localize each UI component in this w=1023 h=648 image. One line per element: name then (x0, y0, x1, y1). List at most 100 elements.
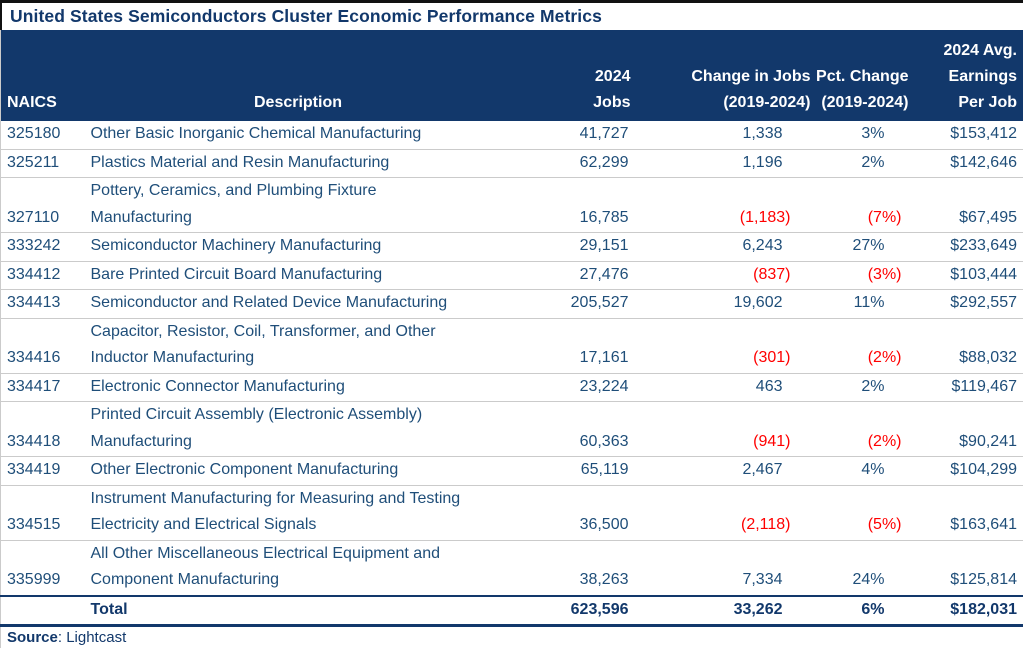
description-cell: Semiconductor Machinery Manufacturing (85, 232, 511, 262)
total-earnings: $182,031 (908, 594, 1023, 627)
page-title: United States Semiconductors Cluster Eco… (10, 6, 602, 26)
change-cell: (941) (630, 401, 811, 457)
pct-cell: (2%) (810, 401, 909, 457)
jobs-cell: 62,299 (510, 149, 631, 178)
earnings-cell: $125,814 (908, 540, 1023, 596)
change-cell: (2,118) (630, 485, 811, 541)
change-cell: 463 (630, 373, 811, 402)
pct-cell: (3%) (810, 261, 909, 290)
description-cell: Printed Circuit Assembly (Electronic Ass… (85, 401, 511, 457)
table-row: 327110 Pottery, Ceramics, and Plumbing F… (0, 177, 1023, 233)
total-row: Total 623,596 33,262 6% $182,031 (0, 594, 1023, 627)
pct-cell: 3% (810, 121, 909, 150)
earnings-cell: $103,444 (908, 261, 1023, 290)
naics-cell: 334417 (0, 373, 86, 402)
jobs-cell: 16,785 (510, 177, 631, 233)
table-row: 334419 Other Electronic Component Manufa… (0, 456, 1023, 486)
description-cell: Instrument Manufacturing for Measuring a… (85, 485, 511, 541)
description-cell: Pottery, Ceramics, and Plumbing Fixture … (85, 177, 511, 233)
earnings-cell: $90,241 (908, 401, 1023, 457)
earnings-cell: $67,495 (908, 177, 1023, 233)
source-label: Source (7, 629, 58, 646)
naics-cell: 334515 (0, 485, 86, 541)
change-cell: 2,467 (630, 456, 811, 486)
header-description: Description (253, 94, 342, 111)
table-row: 334417 Electronic Connector Manufacturin… (0, 373, 1023, 402)
jobs-cell: 36,500 (510, 485, 631, 541)
title-bar: United States Semiconductors Cluster Eco… (0, 0, 1023, 30)
change-cell: (1,183) (630, 177, 811, 233)
description-cell: Electronic Connector Manufacturing (85, 373, 511, 402)
jobs-cell: 27,476 (510, 261, 631, 290)
table-row: 334412 Bare Printed Circuit Board Manufa… (0, 261, 1023, 290)
pct-cell: 2% (810, 373, 909, 402)
source-line: Source: Lightcast (0, 627, 1023, 648)
table-row: 325180 Other Basic Inorganic Chemical Ma… (0, 121, 1023, 150)
pct-cell: 4% (810, 456, 909, 486)
naics-cell: 325211 (0, 149, 86, 178)
earnings-cell: $153,412 (908, 121, 1023, 150)
earnings-cell: $163,641 (908, 485, 1023, 541)
earnings-cell: $104,299 (908, 456, 1023, 486)
jobs-cell: 41,727 (510, 121, 631, 150)
jobs-cell: 60,363 (510, 401, 631, 457)
earnings-cell: $88,032 (908, 318, 1023, 374)
naics-cell: 334412 (0, 261, 86, 290)
pct-cell: (2%) (810, 318, 909, 374)
description-cell: Capacitor, Resistor, Coil, Transformer, … (85, 318, 511, 374)
table-row: 334418 Printed Circuit Assembly (Electro… (0, 401, 1023, 457)
total-label: Total (85, 594, 511, 627)
total-pct: 6% (810, 594, 909, 627)
naics-cell: 335999 (0, 540, 86, 596)
naics-cell: 333242 (0, 232, 86, 262)
table-row: 334515 Instrument Manufacturing for Meas… (0, 485, 1023, 541)
table-body: 325180 Other Basic Inorganic Chemical Ma… (0, 121, 1023, 596)
jobs-cell: 65,119 (510, 456, 631, 486)
description-cell: Other Basic Inorganic Chemical Manufactu… (85, 121, 511, 150)
jobs-cell: 38,263 (510, 540, 631, 596)
header-pct-change: Pct. Change (2019-2024) (816, 68, 909, 111)
change-cell: (301) (630, 318, 811, 374)
table-row: 335999 All Other Miscellaneous Electrica… (0, 540, 1023, 596)
change-cell: 1,338 (630, 121, 811, 150)
naics-cell: 325180 (0, 121, 86, 150)
header-change-in-jobs: Change in Jobs (2019-2024) (691, 68, 811, 111)
jobs-cell: 17,161 (510, 318, 631, 374)
header-2024-jobs: 2024 Jobs (593, 68, 631, 111)
jobs-cell: 23,224 (510, 373, 631, 402)
description-cell: Semiconductor and Related Device Manufac… (85, 289, 511, 319)
pct-cell: 11% (810, 289, 909, 319)
change-cell: 7,334 (630, 540, 811, 596)
pct-cell: (7%) (810, 177, 909, 233)
header-avg-earnings: 2024 Avg. Earnings Per Job (943, 42, 1017, 111)
table-row: 334416 Capacitor, Resistor, Coil, Transf… (0, 318, 1023, 374)
metrics-table: NAICS Description 2024 Jobs Change in Jo… (0, 30, 1023, 627)
description-cell: Bare Printed Circuit Board Manufacturing (85, 261, 511, 290)
naics-cell: 334416 (0, 318, 86, 374)
earnings-cell: $119,467 (908, 373, 1023, 402)
earnings-cell: $142,646 (908, 149, 1023, 178)
total-change: 33,262 (630, 594, 811, 627)
naics-cell: 334413 (0, 289, 86, 319)
table-header: NAICS Description 2024 Jobs Change in Jo… (0, 30, 1023, 121)
change-cell: 19,602 (630, 289, 811, 319)
source-value: : Lightcast (57, 629, 127, 646)
total-jobs: 623,596 (510, 594, 631, 627)
header-row: NAICS Description 2024 Jobs Change in Jo… (0, 30, 1023, 121)
naics-cell: 334419 (0, 456, 86, 486)
description-cell: All Other Miscellaneous Electrical Equip… (85, 540, 511, 596)
change-cell: 1,196 (630, 149, 811, 178)
change-cell: (837) (630, 261, 811, 290)
naics-cell: 327110 (0, 177, 86, 233)
jobs-cell: 29,151 (510, 232, 631, 262)
jobs-cell: 205,527 (510, 289, 631, 319)
earnings-cell: $292,557 (908, 289, 1023, 319)
pct-cell: (5%) (810, 485, 909, 541)
naics-cell: 334418 (0, 401, 86, 457)
description-cell: Plastics Material and Resin Manufacturin… (85, 149, 511, 178)
table-row: 333242 Semiconductor Machinery Manufactu… (0, 232, 1023, 262)
table-row: 325211 Plastics Material and Resin Manuf… (0, 149, 1023, 178)
header-naics: NAICS (7, 94, 57, 111)
pct-cell: 24% (810, 540, 909, 596)
